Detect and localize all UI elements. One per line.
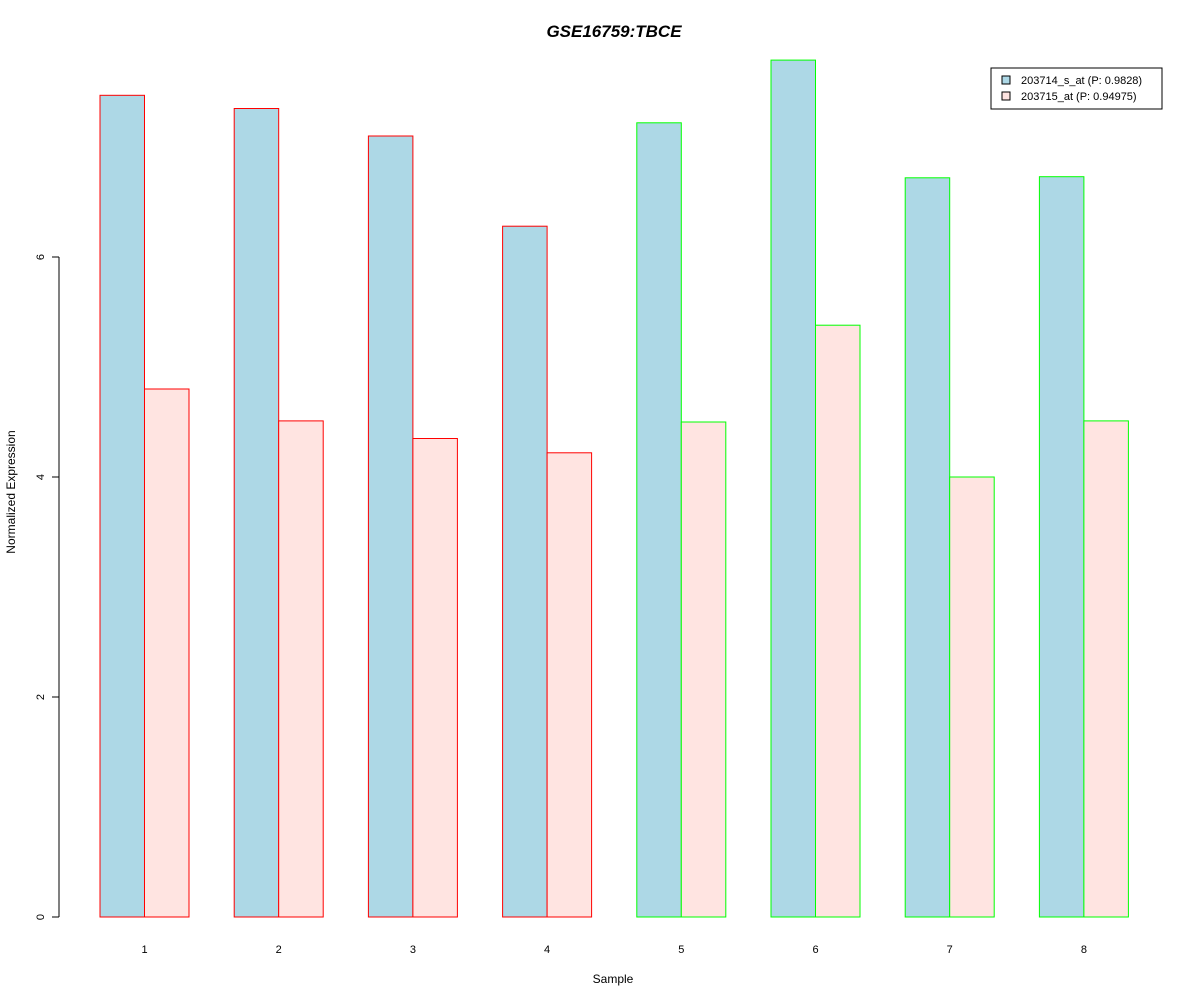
bar-sample-5-series-1 [636,122,682,918]
bar-sample-1-series-1 [99,94,145,918]
bars-group [99,59,1129,918]
bar-sample-3-series-2 [412,438,458,918]
bar-sample-8-series-1 [1038,176,1085,918]
y-tick-label: 0 [35,914,47,920]
legend-swatch-2 [1001,91,1011,101]
legend-label-2: 203715_at (P: 0.94975) [1021,91,1137,103]
bar-sample-1-series-2 [144,388,190,918]
x-tick-label: 8 [1081,944,1087,956]
bar-sample-8-series-2 [1083,420,1129,918]
bar-sample-5-series-2 [680,421,727,918]
x-axis-label: Sample [593,972,634,986]
bar-sample-3-series-1 [367,135,414,918]
y-axis: 0 2 4 6 [35,254,60,920]
legend-box [990,67,1163,110]
bar-sample-7-series-2 [949,476,995,918]
y-tick-label: 6 [35,254,47,260]
bar-sample-4-series-2 [546,452,593,918]
x-tick-label: 4 [544,944,550,956]
bar-sample-4-series-1 [502,225,548,918]
x-tick-label: 5 [678,944,684,956]
x-tick-label: 7 [947,944,953,956]
bar-sample-2-series-1 [233,108,280,918]
bar-sample-6-series-2 [815,324,861,918]
y-axis-label: Normalized Expression [4,430,18,553]
x-tick-label: 6 [812,944,818,956]
bar-sample-6-series-1 [770,59,816,918]
legend-swatch-1 [1001,75,1011,85]
y-tick-label: 4 [35,474,47,480]
bar-sample-2-series-2 [278,420,324,918]
legend: 203714_s_at (P: 0.9828) 203715_at (P: 0.9… [990,67,1163,110]
x-tick-label: 2 [276,944,282,956]
x-tick-label: 3 [410,944,416,956]
bar-sample-7-series-1 [904,177,951,918]
y-tick-label: 2 [35,694,47,700]
chart-title: GSE16759:TBCE [546,22,682,41]
x-tick-labels: 1 2 3 4 5 6 7 8 [141,944,1087,956]
legend-label-1: 203714_s_at (P: 0.9828) [1021,75,1142,87]
x-tick-label: 1 [141,944,147,956]
